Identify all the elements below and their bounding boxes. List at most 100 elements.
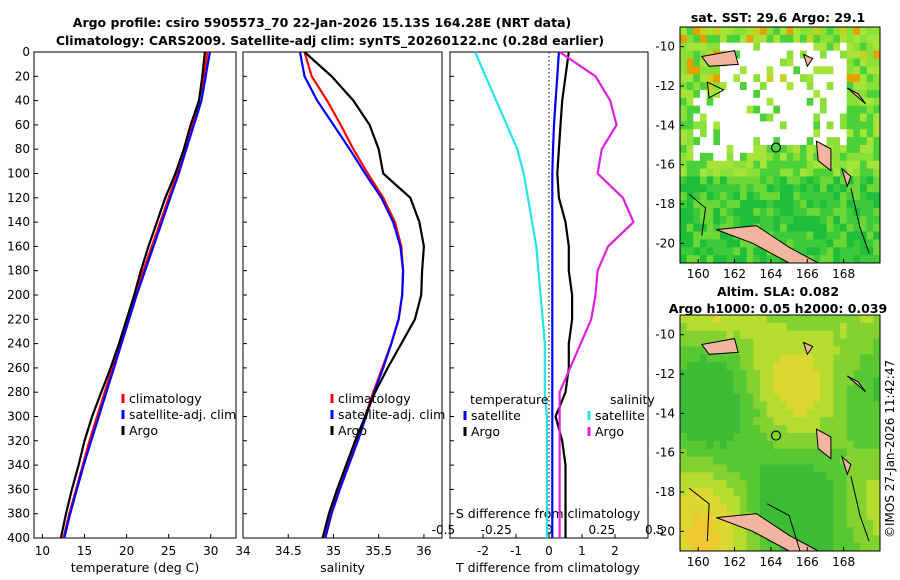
map-cell <box>760 543 768 552</box>
map-cell <box>700 464 708 473</box>
map-cell <box>746 401 754 410</box>
map-cell <box>693 346 701 355</box>
map-cell <box>720 42 728 51</box>
map-cell <box>806 74 814 83</box>
map-cell <box>820 66 828 75</box>
map-cell <box>693 330 701 339</box>
map-cell <box>786 200 794 209</box>
map-cell <box>720 440 728 450</box>
map-cell <box>860 168 868 177</box>
y-tick-label: -16 <box>655 446 675 460</box>
map-cell <box>760 97 768 107</box>
map-cell <box>786 503 794 513</box>
map-cell <box>786 152 794 162</box>
salinity-panel-frame <box>242 51 443 539</box>
map-cell <box>726 207 734 217</box>
map-cell <box>873 543 881 552</box>
map-cell <box>833 113 841 122</box>
map-cell <box>846 82 854 91</box>
map-cell <box>860 105 868 114</box>
map-cell <box>846 527 854 536</box>
map-cell <box>800 495 808 505</box>
map-cell <box>860 255 868 264</box>
map-cell <box>680 433 688 442</box>
map-cell <box>713 417 721 426</box>
map-cell <box>753 200 761 209</box>
map-cell <box>680 472 688 481</box>
map-cell <box>860 338 868 347</box>
map-cell <box>813 160 821 169</box>
map-cell <box>753 50 761 59</box>
map-cell <box>860 377 868 387</box>
map-cell <box>793 338 801 347</box>
s-tick-label: 0.5 <box>645 523 664 537</box>
map-cell <box>706 401 714 410</box>
map-cell <box>833 239 841 248</box>
map-cell <box>860 440 868 450</box>
map-cell <box>826 113 834 122</box>
map-cell <box>813 215 821 225</box>
map-cell <box>766 129 774 138</box>
argo-location-marker <box>770 430 782 441</box>
map-cell <box>820 385 828 395</box>
map-cell <box>706 433 714 442</box>
map-cell <box>873 338 881 347</box>
legend-label: climatology <box>129 391 202 406</box>
map-cell <box>826 393 834 402</box>
map-cell <box>780 338 788 347</box>
map-cell <box>706 448 714 457</box>
map-cell <box>806 315 814 324</box>
map-cell <box>793 330 801 339</box>
map-cell <box>680 105 688 114</box>
map-cell <box>713 425 721 434</box>
map-cell <box>833 207 841 217</box>
map-cell <box>680 27 688 36</box>
map-cell <box>720 239 728 248</box>
map-cell <box>766 354 774 363</box>
map-cell <box>700 42 708 51</box>
map-cell <box>766 464 774 473</box>
map-cell <box>700 207 708 217</box>
map-cell <box>700 168 708 177</box>
map-cell <box>806 160 814 169</box>
map-cell <box>853 239 861 248</box>
y-tick-label: -16 <box>655 158 675 172</box>
map-cell <box>700 511 708 520</box>
map-cell <box>800 184 808 193</box>
map-cell <box>753 480 761 489</box>
map-cell <box>753 417 761 426</box>
series-line-S satellite <box>474 51 549 538</box>
map-cell <box>846 89 854 99</box>
map-cell <box>713 495 721 505</box>
map-cell <box>693 543 701 552</box>
x-tick-label: 35.5 <box>365 544 392 558</box>
map-cell <box>746 97 754 107</box>
map-cell <box>753 401 761 410</box>
map-cell <box>693 255 701 264</box>
map-cell <box>793 401 801 410</box>
map-cell <box>873 50 881 59</box>
map-cell <box>713 440 721 450</box>
map-cell <box>820 495 828 505</box>
map-cell <box>766 121 774 130</box>
map-cell <box>773 330 781 339</box>
map-cell <box>700 448 708 457</box>
map-cell <box>800 480 808 489</box>
map-cell <box>686 231 694 240</box>
map-cell <box>793 377 801 387</box>
map-cell <box>766 440 774 450</box>
map-cell <box>760 145 768 154</box>
map-cell <box>713 362 721 371</box>
map-cell <box>686 393 694 402</box>
map-cell <box>740 527 748 536</box>
map-cell <box>713 385 721 395</box>
map-cell <box>846 425 854 434</box>
map-cell <box>793 207 801 217</box>
map-cell <box>833 322 841 332</box>
map-cell <box>700 129 708 138</box>
map-cell <box>760 417 768 426</box>
map-cell <box>693 425 701 434</box>
map-cell <box>820 519 828 528</box>
map-cell <box>780 511 788 520</box>
